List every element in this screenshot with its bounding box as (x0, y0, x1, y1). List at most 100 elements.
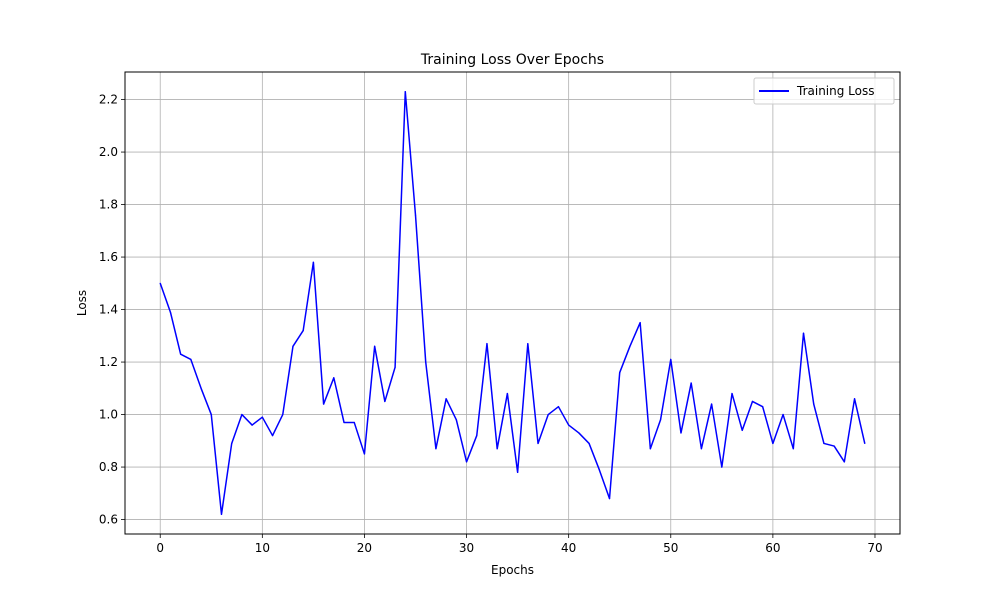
data-point (823, 442, 825, 445)
data-point (486, 343, 488, 345)
legend: Training Loss (753, 77, 895, 105)
data-point (608, 497, 611, 500)
data-point (435, 448, 437, 450)
data-point (588, 442, 590, 445)
series-line-training-loss (159, 90, 866, 516)
data-point (455, 419, 457, 421)
data-point (220, 513, 223, 515)
data-point (680, 432, 682, 434)
chart-title: Training Loss Over Epochs (420, 52, 604, 68)
data-point (659, 419, 662, 421)
data-point (649, 448, 651, 450)
data-point (302, 329, 304, 332)
y-axis-label: Loss (75, 290, 89, 316)
data-point (813, 403, 815, 405)
data-point (374, 345, 376, 347)
data-point (210, 413, 212, 416)
series-layer (159, 90, 866, 516)
data-point (762, 406, 764, 408)
x-tick-label: 60 (765, 541, 780, 555)
data-point (190, 358, 192, 361)
data-point (343, 421, 345, 424)
x-tick-label: 20 (357, 541, 372, 555)
data-point (445, 398, 447, 400)
data-point (568, 424, 570, 426)
data-point (363, 453, 366, 455)
legend-box (753, 77, 895, 105)
data-point (414, 214, 417, 216)
y-tick-label: 2.2 (99, 93, 118, 107)
x-tick-label: 10 (255, 541, 270, 555)
x-tick-label: 40 (561, 541, 576, 555)
data-point (741, 429, 743, 431)
y-tick-label: 1.6 (99, 250, 118, 264)
data-point (312, 261, 314, 263)
y-tick-label: 2.0 (99, 145, 118, 159)
data-point (180, 353, 182, 355)
data-point (169, 311, 172, 313)
data-point (853, 398, 856, 400)
data-point (629, 345, 631, 347)
data-point (772, 442, 774, 445)
plot-frame (124, 71, 901, 535)
x-axis-label: Epochs (491, 563, 534, 577)
data-point (700, 448, 702, 450)
data-point (506, 392, 508, 395)
data-point (517, 471, 519, 473)
data-point (333, 377, 335, 379)
data-point (292, 345, 294, 347)
y-tick-label: 1.2 (99, 355, 118, 369)
data-point (598, 469, 600, 471)
data-point (690, 382, 692, 384)
data-point (843, 461, 845, 463)
data-point (271, 434, 274, 437)
data-point (323, 403, 325, 405)
data-point (537, 442, 539, 445)
y-tick-label: 1.4 (99, 303, 118, 317)
data-point (465, 461, 468, 463)
y-tick-label: 0.6 (99, 513, 118, 527)
data-point (476, 434, 478, 437)
data-point (425, 361, 427, 363)
data-point (731, 392, 733, 395)
data-point (639, 322, 641, 324)
x-tick-label: 30 (459, 541, 474, 555)
axis-ticks: 0 10 20 30 40 50 60 70 0.6 0.8 1.0 1.2 1.4 1.6 1.8 2.0 2… (99, 93, 883, 555)
data-point (353, 421, 355, 424)
data-point (241, 413, 243, 416)
data-point (619, 371, 621, 374)
data-point (578, 432, 580, 434)
data-point (282, 413, 284, 416)
x-tick-label: 50 (663, 541, 678, 555)
legend-label: Training Loss (796, 84, 874, 98)
data-point (251, 424, 253, 426)
y-tick-label: 1.8 (99, 198, 118, 212)
data-point (547, 413, 549, 416)
grid-lines (125, 72, 900, 534)
data-point (864, 442, 866, 445)
data-point (711, 403, 713, 405)
data-point (833, 445, 835, 447)
data-point (782, 413, 784, 416)
data-point (802, 332, 805, 334)
data-point (670, 358, 672, 361)
data-point (200, 387, 202, 389)
data-point (231, 442, 233, 445)
data-point (496, 448, 498, 450)
data-point (721, 466, 723, 468)
data-point (792, 448, 794, 450)
x-tick-label: 70 (867, 541, 882, 555)
y-tick-label: 0.8 (99, 460, 118, 474)
data-point (404, 91, 406, 93)
y-tick-label: 1.0 (99, 408, 118, 422)
data-point (557, 406, 560, 408)
data-point (751, 400, 754, 403)
data-point (394, 366, 396, 368)
data-point (527, 343, 529, 345)
x-tick-label: 0 (156, 541, 164, 555)
data-point (159, 282, 161, 284)
data-point (261, 416, 263, 418)
data-point (384, 400, 386, 403)
